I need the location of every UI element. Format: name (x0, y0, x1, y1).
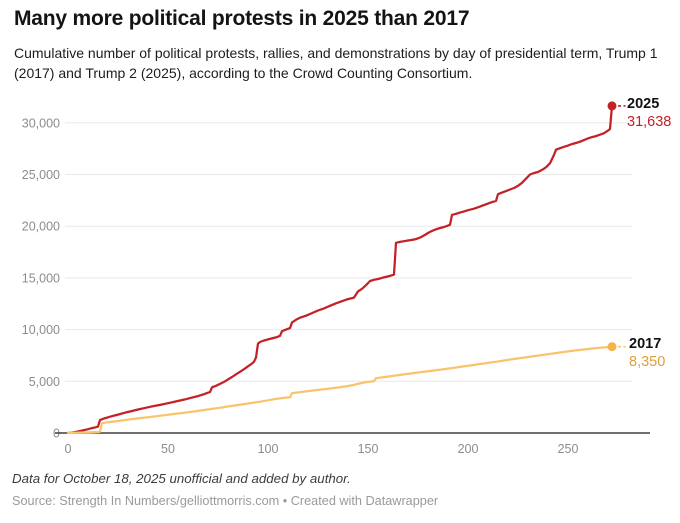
series-value-2025: 31,638 (627, 114, 672, 131)
x-tick-label: 250 (558, 442, 579, 456)
x-tick-label: 0 (65, 442, 72, 456)
chart-subtitle: Cumulative number of political protests,… (14, 45, 658, 81)
series-value-2017: 8,350 (629, 354, 666, 371)
x-tick-label: 150 (358, 442, 379, 456)
chart-source: Source: Strength In Numbers/gelliottmorr… (12, 494, 439, 508)
x-tick-label: 50 (161, 442, 175, 456)
y-tick-label: 15,000 (22, 271, 60, 285)
page-title: Many more political protests in 2025 tha… (14, 7, 470, 30)
y-tick-label: 20,000 (22, 220, 60, 234)
series-label-2017: 2017 8,350 (629, 336, 665, 370)
end-dot-2025[interactable] (607, 101, 617, 111)
series-line-2025[interactable] (66, 104, 614, 435)
series-name-2017: 2017 (629, 336, 662, 352)
y-tick-label: 25,000 (22, 168, 60, 182)
series-name-2025: 2025 (627, 96, 660, 112)
line-chart[interactable]: 05,00010,00015,00020,00025,00030,0000501… (0, 0, 680, 465)
end-dot-2017[interactable] (607, 342, 617, 352)
y-tick-label: 30,000 (22, 116, 60, 130)
chart-note: Data for October 18, 2025 unofficial and… (12, 471, 351, 486)
series-label-2025: 2025 31,638 (627, 96, 671, 130)
series-line-2017[interactable] (66, 345, 614, 435)
y-tick-label: 5,000 (29, 375, 60, 389)
x-tick-label: 200 (458, 442, 479, 456)
y-tick-label: 10,000 (22, 323, 60, 337)
x-tick-label: 100 (258, 442, 279, 456)
